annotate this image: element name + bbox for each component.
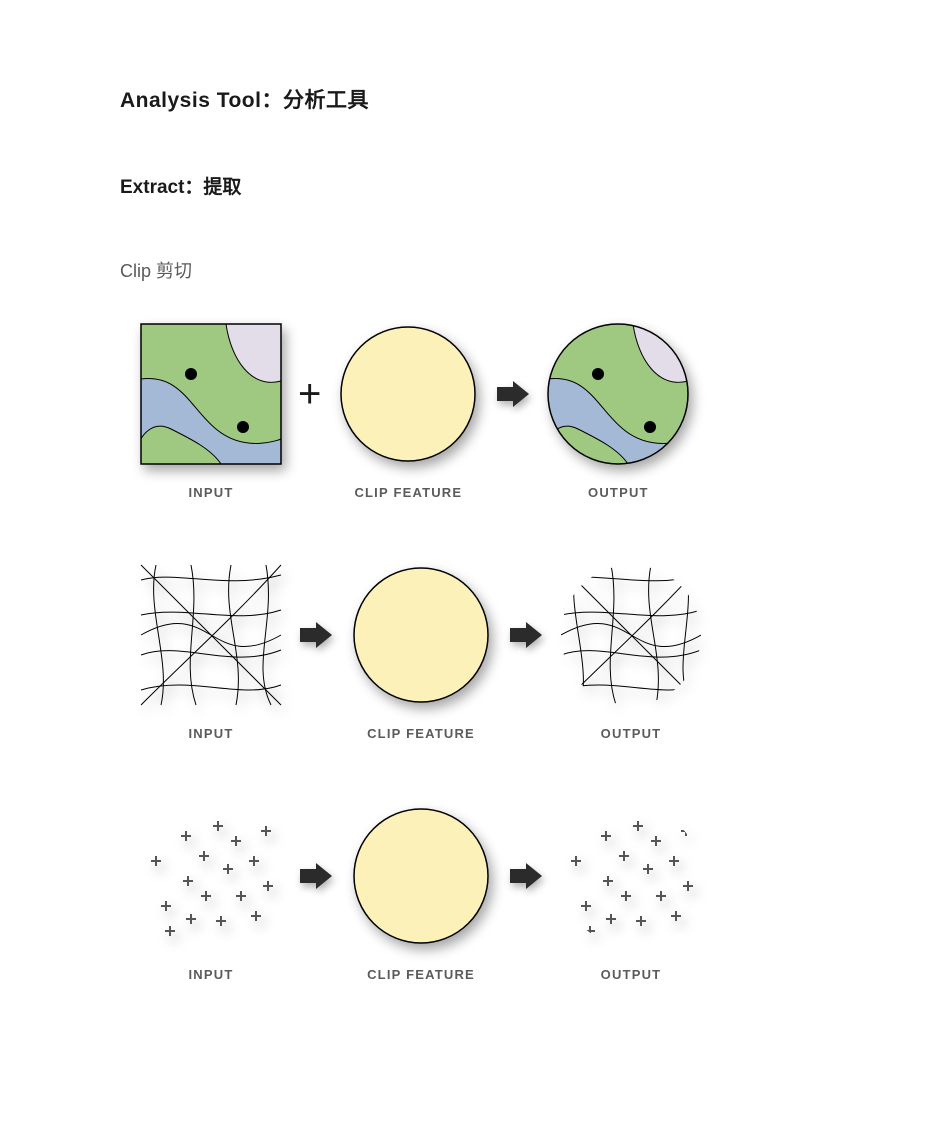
plus-icon: + (298, 319, 321, 469)
clip-label: CLIP FEATURE (367, 967, 475, 982)
clip-example-row-polygon: INPUT + CLIP FEATURE OUTPUT (136, 319, 945, 500)
clip-panel: CLIP FEATURE (333, 319, 483, 500)
output-label: OUTPUT (601, 726, 662, 741)
output-label: OUTPUT (588, 485, 649, 500)
input-label: INPUT (189, 485, 234, 500)
document-page: Analysis Tool：分析工具 Extract：提取 Clip 剪切 IN… (0, 0, 945, 1042)
clip-panel: CLIP FEATURE (346, 801, 496, 982)
output-label: OUTPUT (601, 967, 662, 982)
diagram-rows: INPUT + CLIP FEATURE OUTPUT INPUT CLIP FEATUR… (120, 319, 945, 982)
output-panel: OUTPUT (556, 560, 706, 741)
page-title: Analysis Tool：分析工具 (120, 84, 945, 114)
input-label: INPUT (189, 967, 234, 982)
input-panel: INPUT (136, 801, 286, 982)
tool-name: Clip 剪切 (120, 257, 945, 283)
input-panel: INPUT (136, 560, 286, 741)
arrow-icon (495, 319, 531, 469)
arrow-icon (298, 560, 334, 710)
input-panel: INPUT (136, 319, 286, 500)
clip-example-row-points: INPUT CLIP FEATURE OUTPUT (136, 801, 945, 982)
section-heading: Extract：提取 (120, 172, 945, 199)
arrow-icon (298, 801, 334, 951)
input-label: INPUT (189, 726, 234, 741)
arrow-icon (508, 801, 544, 951)
clip-panel: CLIP FEATURE (346, 560, 496, 741)
output-panel: OUTPUT (543, 319, 693, 500)
clip-label: CLIP FEATURE (354, 485, 462, 500)
output-panel: OUTPUT (556, 801, 706, 982)
clip-label: CLIP FEATURE (367, 726, 475, 741)
arrow-icon (508, 560, 544, 710)
clip-example-row-lines: INPUT CLIP FEATURE OUTPUT (136, 560, 945, 741)
